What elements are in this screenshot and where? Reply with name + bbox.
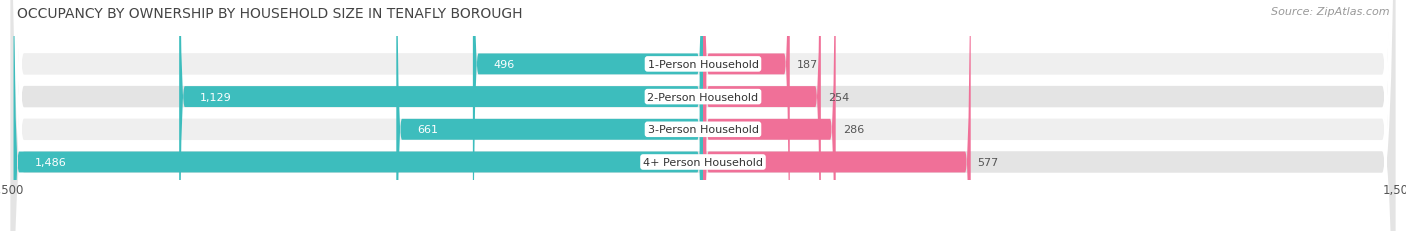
Text: 1,129: 1,129 xyxy=(200,92,232,102)
Text: 661: 661 xyxy=(418,125,439,135)
Text: 577: 577 xyxy=(977,157,998,167)
Text: 2-Person Household: 2-Person Household xyxy=(647,92,759,102)
FancyBboxPatch shape xyxy=(703,0,821,231)
Text: 286: 286 xyxy=(842,125,863,135)
Text: 496: 496 xyxy=(494,60,515,70)
FancyBboxPatch shape xyxy=(14,0,703,231)
Text: 4+ Person Household: 4+ Person Household xyxy=(643,157,763,167)
Text: 1,486: 1,486 xyxy=(34,157,66,167)
FancyBboxPatch shape xyxy=(10,0,1396,231)
FancyBboxPatch shape xyxy=(10,0,1396,231)
FancyBboxPatch shape xyxy=(10,0,1396,231)
Text: 187: 187 xyxy=(797,60,818,70)
FancyBboxPatch shape xyxy=(396,0,703,231)
FancyBboxPatch shape xyxy=(703,0,835,231)
Text: 1-Person Household: 1-Person Household xyxy=(648,60,758,70)
Text: 254: 254 xyxy=(828,92,849,102)
FancyBboxPatch shape xyxy=(703,0,790,231)
Text: OCCUPANCY BY OWNERSHIP BY HOUSEHOLD SIZE IN TENAFLY BOROUGH: OCCUPANCY BY OWNERSHIP BY HOUSEHOLD SIZE… xyxy=(17,7,523,21)
FancyBboxPatch shape xyxy=(703,0,970,231)
Text: Source: ZipAtlas.com: Source: ZipAtlas.com xyxy=(1271,7,1389,17)
Text: 3-Person Household: 3-Person Household xyxy=(648,125,758,135)
FancyBboxPatch shape xyxy=(472,0,703,231)
FancyBboxPatch shape xyxy=(10,0,1396,231)
FancyBboxPatch shape xyxy=(179,0,703,231)
